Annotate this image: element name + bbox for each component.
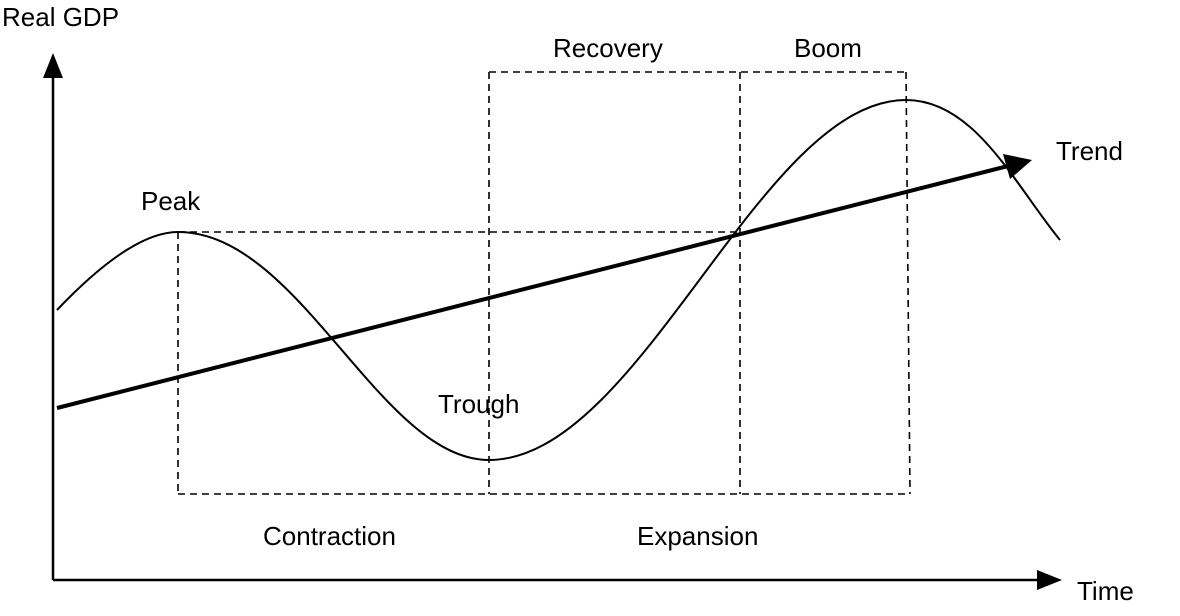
trend-arrowhead [1003, 154, 1032, 179]
business-cycle-curve [56, 98, 1061, 462]
x-axis-label: Time [1077, 576, 1134, 606]
trend-label: Trend [1056, 136, 1123, 166]
boom-right-edge [905, 71, 911, 495]
expansion-label: Expansion [637, 521, 758, 551]
x-axis-arrowhead [1037, 570, 1062, 590]
trend-line [56, 164, 1009, 410]
peak-label: Peak [141, 186, 201, 216]
y-axis-arrowhead [43, 53, 63, 78]
boom-label: Boom [794, 33, 862, 63]
recovery-label: Recovery [553, 33, 663, 63]
phase-guides [177, 71, 911, 495]
trend-line-group [56, 154, 1032, 410]
contraction-label: Contraction [263, 521, 396, 551]
axes [43, 53, 1062, 590]
trough-label: Trough [438, 389, 519, 419]
y-axis-label: Real GDP [2, 2, 119, 32]
